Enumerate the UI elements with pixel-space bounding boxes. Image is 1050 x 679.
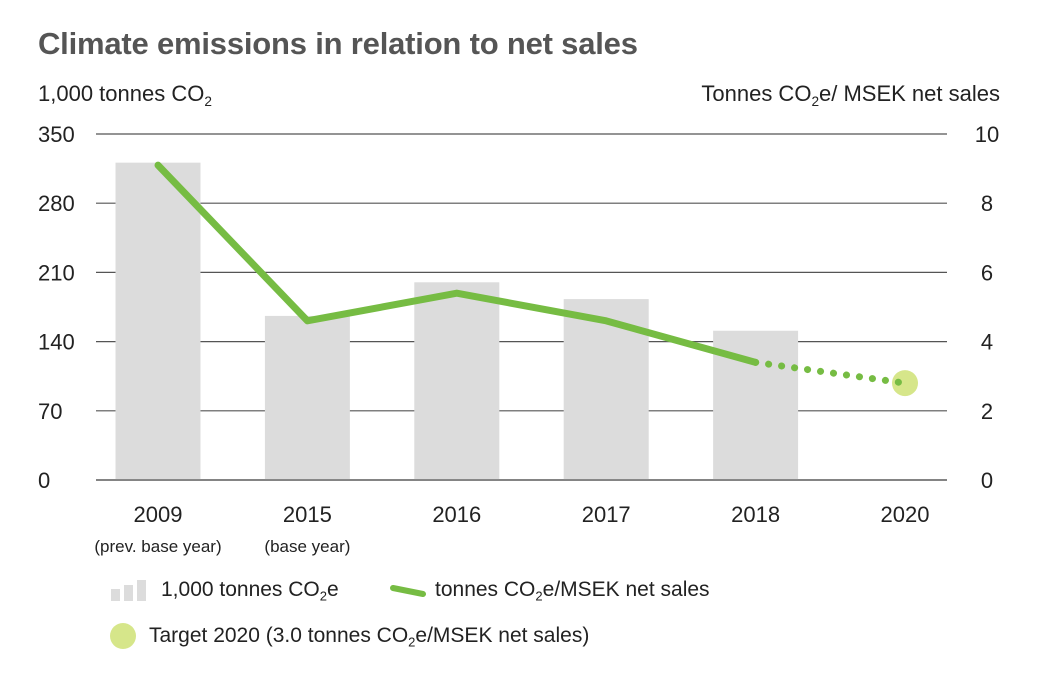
legend-label-target: Target 2020 (3.0 tonnes CO2e/MSEK net sa… [149, 624, 590, 650]
bar [264, 315, 350, 480]
bar [115, 162, 201, 480]
left-tick-label: 280 [38, 191, 75, 216]
legend-item-bars: 1,000 tonnes CO2e [111, 578, 339, 604]
target-swatch-icon [110, 623, 136, 649]
chart-title: Climate emissions in relation to net sal… [38, 26, 638, 61]
target-point [892, 370, 918, 397]
right-tick-label: 10 [975, 122, 999, 147]
legend-label-bars: 1,000 tonnes CO2e [161, 578, 339, 604]
series-line [154, 161, 760, 366]
right-axis-title: Tonnes CO2e/ MSEK net sales [701, 81, 1000, 109]
left-tick-label: 0 [38, 468, 50, 493]
legend-item-target: Target 2020 (3.0 tonnes CO2e/MSEK net sa… [109, 622, 589, 650]
left-tick-label: 210 [38, 260, 75, 285]
left-tick-label: 70 [38, 399, 62, 424]
x-tick-label: 2020 [881, 502, 930, 527]
right-tick-label: 0 [981, 468, 993, 493]
x-tick-label: 2009 [134, 502, 183, 527]
x-tick-sublabel: (prev. base year) [94, 537, 221, 556]
x-tick-label: 2017 [582, 502, 631, 527]
right-tick-label: 8 [981, 191, 993, 216]
legend-label-line: tonnes CO2e/MSEK net sales [435, 578, 710, 604]
line-swatch-icon [390, 585, 426, 597]
x-tick-label: 2018 [731, 502, 780, 527]
legend-item-line: tonnes CO2e/MSEK net sales [389, 578, 710, 604]
x-tick-sublabel: (base year) [264, 537, 350, 556]
right-tick-label: 6 [981, 260, 993, 285]
bar-swatch-icon [111, 580, 146, 601]
left-tick-label: 350 [38, 122, 75, 147]
left-axis-title: 1,000 tonnes CO2 [38, 81, 212, 109]
bar [414, 282, 500, 480]
left-tick-label: 140 [38, 330, 75, 355]
right-tick-label: 4 [981, 330, 993, 355]
projection-line [752, 358, 909, 387]
x-tick-label: 2015 [283, 502, 332, 527]
x-tick-label: 2016 [432, 502, 481, 527]
right-tick-label: 2 [981, 399, 993, 424]
